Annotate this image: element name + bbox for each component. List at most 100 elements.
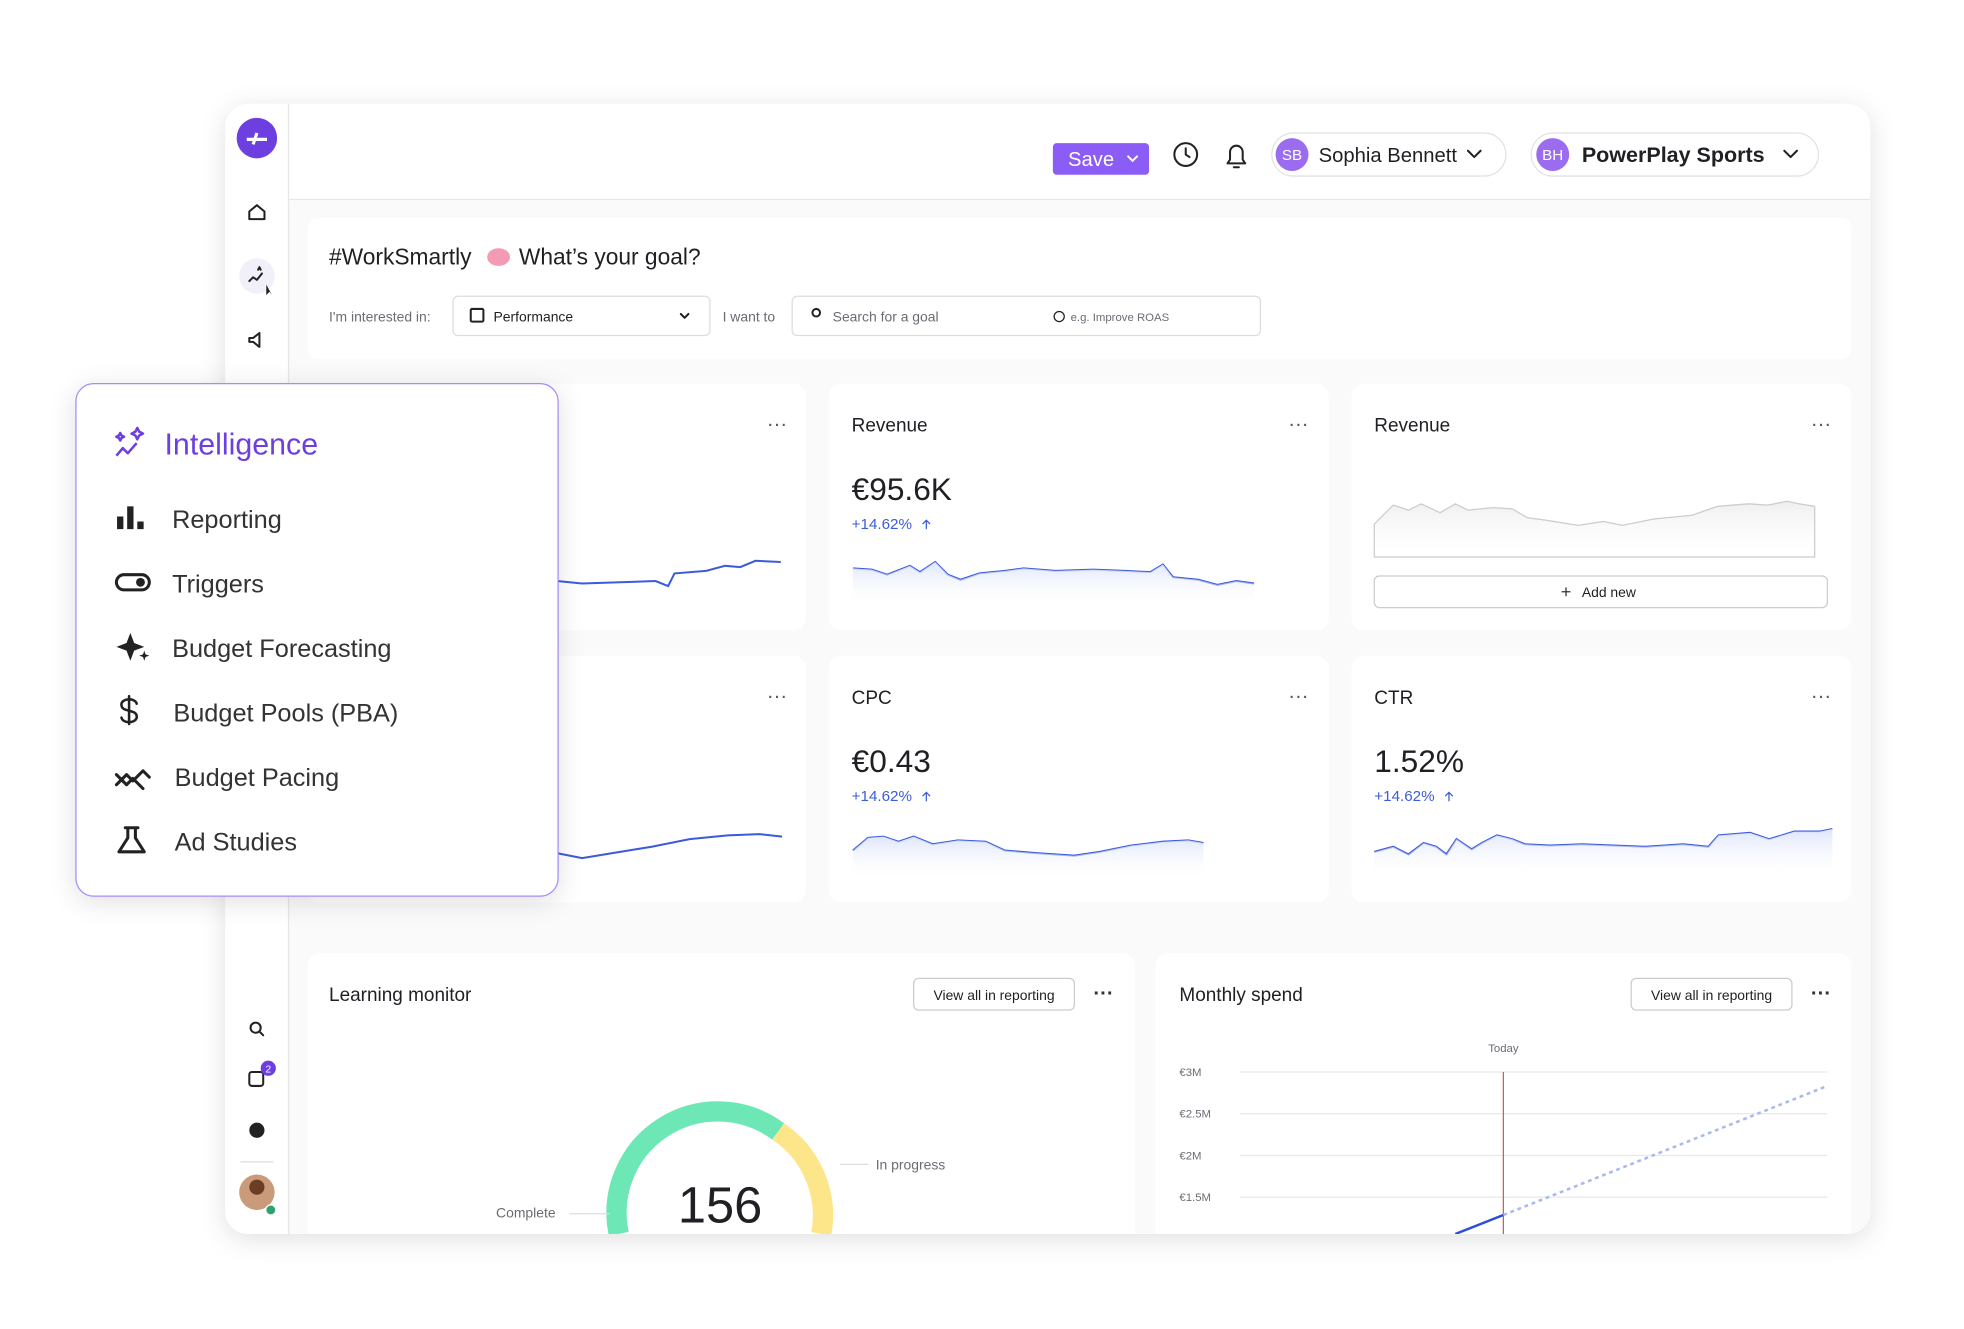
menu-item[interactable] [89, 500, 545, 551]
card-menu[interactable]: ··· [1288, 685, 1308, 707]
spend-title: Monthly spend [1179, 985, 1302, 1006]
account-caret [1783, 149, 1798, 159]
add-new-label: Add new [1582, 584, 1637, 600]
y-tick-label: €1.5M [1179, 1192, 1211, 1204]
complete-label: Complete [496, 1205, 556, 1221]
avatar-hair [249, 1179, 265, 1195]
menu-item[interactable] [89, 823, 545, 874]
account-initials: BH [1542, 147, 1563, 164]
card-menu[interactable]: ··· [1811, 983, 1831, 1005]
goal-search[interactable] [791, 295, 1262, 337]
sparkline-fill [852, 836, 1204, 880]
in-progress-label: In progress [876, 1156, 946, 1172]
y-tick-label: €3M [1179, 1067, 1201, 1079]
menu-title: Intelligence [165, 428, 319, 461]
save-label: Save [1068, 149, 1114, 171]
card-menu[interactable]: ··· [767, 685, 787, 707]
goal-card [307, 217, 1852, 360]
interest-dropdown[interactable] [452, 295, 711, 337]
search-icon-handle [258, 1030, 265, 1037]
card-menu[interactable]: ··· [1811, 685, 1831, 707]
forecast-icon [116, 632, 150, 661]
campaign-icon[interactable] [248, 331, 261, 348]
menu-item-label: Reporting [172, 506, 282, 534]
inbox-icon[interactable] [248, 1070, 265, 1087]
sparkline-placeholder [1373, 500, 1816, 558]
hint-icon [1053, 310, 1065, 323]
card-title: CTR [1374, 688, 1413, 709]
calendar-icon [469, 307, 485, 323]
card-menu[interactable]: ··· [767, 413, 787, 435]
hint: e.g. Improve ROAS [1071, 312, 1170, 324]
history-hands [1184, 147, 1191, 159]
card-value: €95.6K [852, 471, 952, 507]
brain-emoji [487, 248, 510, 266]
card-title: Revenue [852, 416, 928, 437]
interest-label: I'm interested in: [329, 309, 431, 325]
intelligence-icon [248, 266, 263, 283]
help-icon[interactable] [249, 1122, 265, 1138]
menu-item-label: Budget Pacing [175, 764, 340, 792]
menu-item-label: Ad Studies [175, 829, 297, 857]
learning-count: 156 [678, 1177, 762, 1234]
learning-title: Learning monitor [329, 985, 471, 1006]
intelligence-menu [75, 382, 559, 897]
card-change: +14.62% [1374, 788, 1434, 805]
metric-card [828, 383, 1329, 631]
up-arrow [922, 519, 931, 530]
card-menu[interactable]: ··· [1288, 413, 1308, 435]
search-icon[interactable] [249, 1021, 262, 1034]
history-icon[interactable] [1173, 142, 1199, 167]
account-menu[interactable] [1530, 132, 1820, 177]
goal-title: #WorkSmartly [329, 244, 472, 270]
menu-item-label: Budget Pools (PBA) [173, 699, 398, 727]
menu-icons [114, 506, 151, 854]
search-user-icon [811, 307, 822, 318]
card-value: €0.43 [852, 743, 931, 779]
sparkline [556, 833, 783, 860]
add-new-button[interactable] [1373, 575, 1828, 609]
account-avatar [1536, 138, 1570, 171]
view-button-label: View all in reporting [1651, 987, 1772, 1003]
user-name: Sophia Bennett [1319, 145, 1458, 167]
triggers-icon [114, 573, 151, 592]
menu-item[interactable] [89, 565, 545, 616]
badge-count: 2 [265, 1065, 271, 1076]
card-menu[interactable]: ··· [1093, 983, 1113, 1005]
menu-item-label: Triggers [172, 570, 264, 598]
view-button-label: View all in reporting [933, 987, 1054, 1003]
interest-caret [679, 312, 690, 319]
pacing-icon [114, 769, 151, 791]
user-initials: SB [1282, 147, 1302, 164]
donut-progress [772, 1123, 834, 1234]
studies-icon [117, 826, 146, 854]
save-button[interactable] [1052, 143, 1150, 175]
goal-question: What’s your goal? [519, 244, 701, 270]
y-tick-label: €2.5M [1179, 1109, 1211, 1121]
badge [260, 1060, 276, 1076]
account-name: PowerPlay Sports [1582, 143, 1765, 167]
menu-items: Reporting Triggers Budget Forecasting Budge… [89, 500, 545, 874]
interest-value: Performance [494, 309, 574, 325]
view-button[interactable] [913, 977, 1076, 1011]
view-button[interactable] [1630, 977, 1793, 1011]
metric-card [1351, 383, 1852, 631]
card-menus: ··· ··· ··· ··· ··· ··· [767, 413, 1831, 707]
search-placeholder: Search for a goal [833, 309, 939, 325]
card-value: 1.52% [1374, 743, 1464, 779]
intelligence-icon-bg[interactable] [239, 258, 275, 294]
donut-complete [606, 1101, 785, 1234]
bell-icon[interactable] [1226, 144, 1247, 169]
sparkline-fill [1374, 829, 1833, 880]
up-arrow [1444, 791, 1454, 802]
up-arrow [922, 791, 931, 802]
logo-mark [246, 132, 268, 145]
user-caret [1466, 149, 1482, 159]
home-icon[interactable] [248, 204, 266, 221]
card-title: Revenue [1374, 416, 1450, 437]
card-menu[interactable]: ··· [1811, 413, 1831, 435]
user-avatar [1275, 138, 1309, 171]
user-menu[interactable] [1271, 132, 1507, 177]
sparkline-fill [852, 562, 1255, 608]
